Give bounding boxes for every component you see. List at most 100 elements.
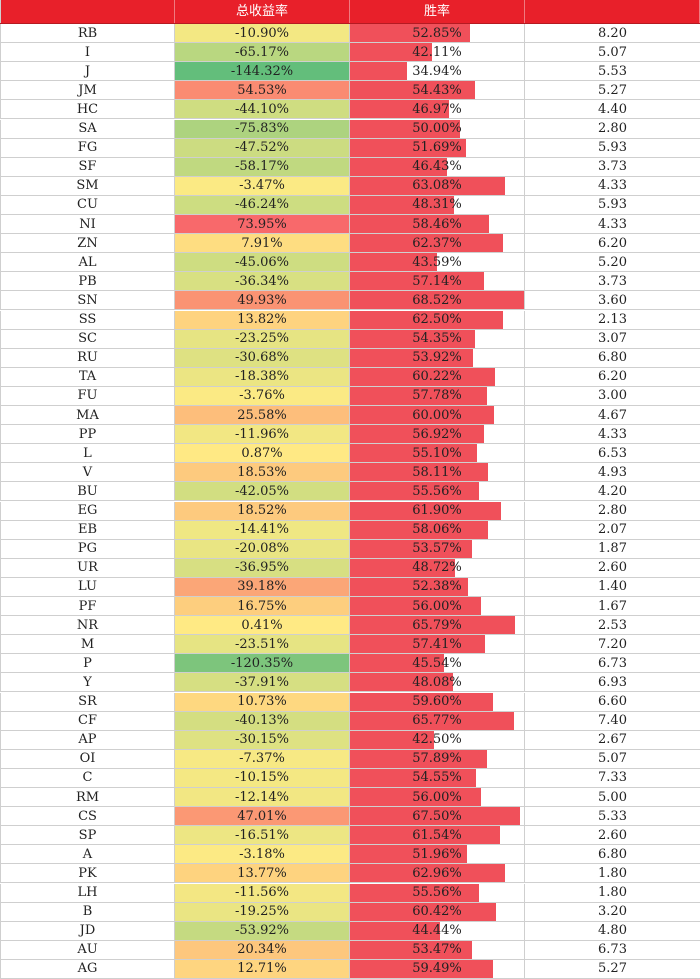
cell-win-rate[interactable]: 43.59% [350, 253, 525, 272]
cell-total-return[interactable]: -53.92% [175, 921, 350, 940]
cell-total-return[interactable]: 12.71% [175, 959, 350, 978]
cell-code[interactable]: AP [0, 730, 175, 749]
cell-value[interactable]: 2.60 [598, 560, 627, 576]
cell-value[interactable]: 3.60 [598, 292, 627, 308]
header-cell-value[interactable] [525, 0, 700, 23]
cell-code[interactable]: SR [0, 692, 175, 711]
cell-total-return[interactable]: -42.05% [175, 482, 350, 501]
cell-total-return[interactable]: 47.01% [175, 807, 350, 826]
cell-value[interactable]: 6.73 [598, 942, 627, 958]
cell-win-rate[interactable]: 51.69% [350, 138, 525, 157]
cell-total-return[interactable]: -3.47% [175, 176, 350, 195]
cell-code[interactable]: PG [0, 539, 175, 558]
cell-code[interactable]: UR [0, 558, 175, 577]
cell-total-return[interactable]: -30.15% [175, 730, 350, 749]
cell-win-rate[interactable]: 51.96% [350, 845, 525, 864]
cell-win-rate[interactable]: 48.31% [350, 195, 525, 214]
cell-code[interactable]: EG [0, 501, 175, 520]
cell-total-return[interactable]: -44.10% [175, 100, 350, 119]
cell-total-return[interactable]: 13.82% [175, 310, 350, 329]
cell-total-return[interactable]: -12.14% [175, 788, 350, 807]
cell-value[interactable]: 4.33 [598, 178, 627, 194]
cell-value[interactable]: 5.53 [598, 63, 627, 79]
cell-win-rate[interactable]: 60.00% [350, 406, 525, 425]
cell-code[interactable]: FU [0, 386, 175, 405]
cell-code[interactable]: RM [0, 788, 175, 807]
cell-total-return[interactable]: -30.68% [175, 348, 350, 367]
cell-value[interactable]: 6.20 [598, 369, 627, 385]
header-cell-code[interactable] [0, 0, 175, 23]
cell-code[interactable]: SA [0, 119, 175, 138]
cell-win-rate[interactable]: 65.77% [350, 711, 525, 730]
cell-code[interactable]: PB [0, 272, 175, 291]
cell-value[interactable]: 8.20 [598, 25, 627, 41]
cell-code[interactable]: PP [0, 425, 175, 444]
cell-code[interactable]: L [0, 444, 175, 463]
cell-value[interactable]: 4.33 [598, 426, 627, 442]
cell-total-return[interactable]: -47.52% [175, 138, 350, 157]
cell-code[interactable]: SP [0, 826, 175, 845]
cell-total-return[interactable]: 73.95% [175, 215, 350, 234]
cell-win-rate[interactable]: 54.35% [350, 329, 525, 348]
cell-total-return[interactable]: -45.06% [175, 253, 350, 272]
cell-win-rate[interactable]: 50.00% [350, 119, 525, 138]
cell-total-return[interactable]: 20.34% [175, 940, 350, 959]
cell-code[interactable]: SS [0, 310, 175, 329]
cell-code[interactable]: AU [0, 940, 175, 959]
cell-total-return[interactable]: -120.35% [175, 654, 350, 673]
cell-total-return[interactable]: -19.25% [175, 902, 350, 921]
cell-win-rate[interactable]: 34.94% [350, 62, 525, 81]
cell-value[interactable]: 5.20 [598, 254, 627, 270]
cell-win-rate[interactable]: 56.00% [350, 788, 525, 807]
cell-code[interactable]: CS [0, 807, 175, 826]
cell-code[interactable]: I [0, 43, 175, 62]
cell-code[interactable]: CF [0, 711, 175, 730]
cell-value[interactable]: 4.33 [598, 216, 627, 232]
cell-value[interactable]: 2.53 [598, 617, 627, 633]
cell-value[interactable]: 2.80 [598, 503, 627, 519]
cell-total-return[interactable]: 0.87% [175, 444, 350, 463]
cell-win-rate[interactable]: 55.56% [350, 482, 525, 501]
cell-value[interactable]: 3.73 [598, 273, 627, 289]
cell-total-return[interactable]: -7.37% [175, 749, 350, 768]
cell-value[interactable]: 2.13 [598, 312, 627, 328]
cell-win-rate[interactable]: 60.22% [350, 367, 525, 386]
cell-code[interactable]: SC [0, 329, 175, 348]
cell-win-rate[interactable]: 58.11% [350, 463, 525, 482]
cell-value[interactable]: 6.60 [598, 694, 627, 710]
cell-code[interactable]: P [0, 654, 175, 673]
cell-code[interactable]: J [0, 62, 175, 81]
cell-value[interactable]: 5.27 [598, 82, 627, 98]
cell-win-rate[interactable]: 53.92% [350, 348, 525, 367]
cell-total-return[interactable]: -36.95% [175, 558, 350, 577]
cell-win-rate[interactable]: 60.42% [350, 902, 525, 921]
cell-total-return[interactable]: -75.83% [175, 119, 350, 138]
cell-win-rate[interactable]: 46.43% [350, 157, 525, 176]
cell-total-return[interactable]: -20.08% [175, 539, 350, 558]
cell-code[interactable]: RB [0, 24, 175, 43]
cell-value[interactable]: 7.33 [598, 770, 627, 786]
cell-total-return[interactable]: -46.24% [175, 195, 350, 214]
cell-value[interactable]: 5.93 [598, 197, 627, 213]
cell-total-return[interactable]: -40.13% [175, 711, 350, 730]
cell-value[interactable]: 4.80 [598, 923, 627, 939]
cell-code[interactable]: NI [0, 215, 175, 234]
cell-code[interactable]: MA [0, 406, 175, 425]
cell-total-return[interactable]: -23.25% [175, 329, 350, 348]
cell-code[interactable]: V [0, 463, 175, 482]
cell-total-return[interactable]: 39.18% [175, 577, 350, 596]
cell-win-rate[interactable]: 61.90% [350, 501, 525, 520]
cell-total-return[interactable]: -65.17% [175, 43, 350, 62]
cell-value[interactable]: 1.40 [598, 579, 627, 595]
cell-win-rate[interactable]: 61.54% [350, 826, 525, 845]
header-cell-win-rate[interactable]: 胜率 [350, 0, 525, 23]
cell-win-rate[interactable]: 62.37% [350, 234, 525, 253]
cell-win-rate[interactable]: 42.50% [350, 730, 525, 749]
cell-win-rate[interactable]: 57.78% [350, 386, 525, 405]
cell-win-rate[interactable]: 52.85% [350, 24, 525, 43]
cell-value[interactable]: 4.40 [598, 101, 627, 117]
cell-total-return[interactable]: -3.76% [175, 386, 350, 405]
cell-value[interactable]: 1.80 [598, 865, 627, 881]
cell-total-return[interactable]: 16.75% [175, 597, 350, 616]
cell-win-rate[interactable]: 56.92% [350, 425, 525, 444]
